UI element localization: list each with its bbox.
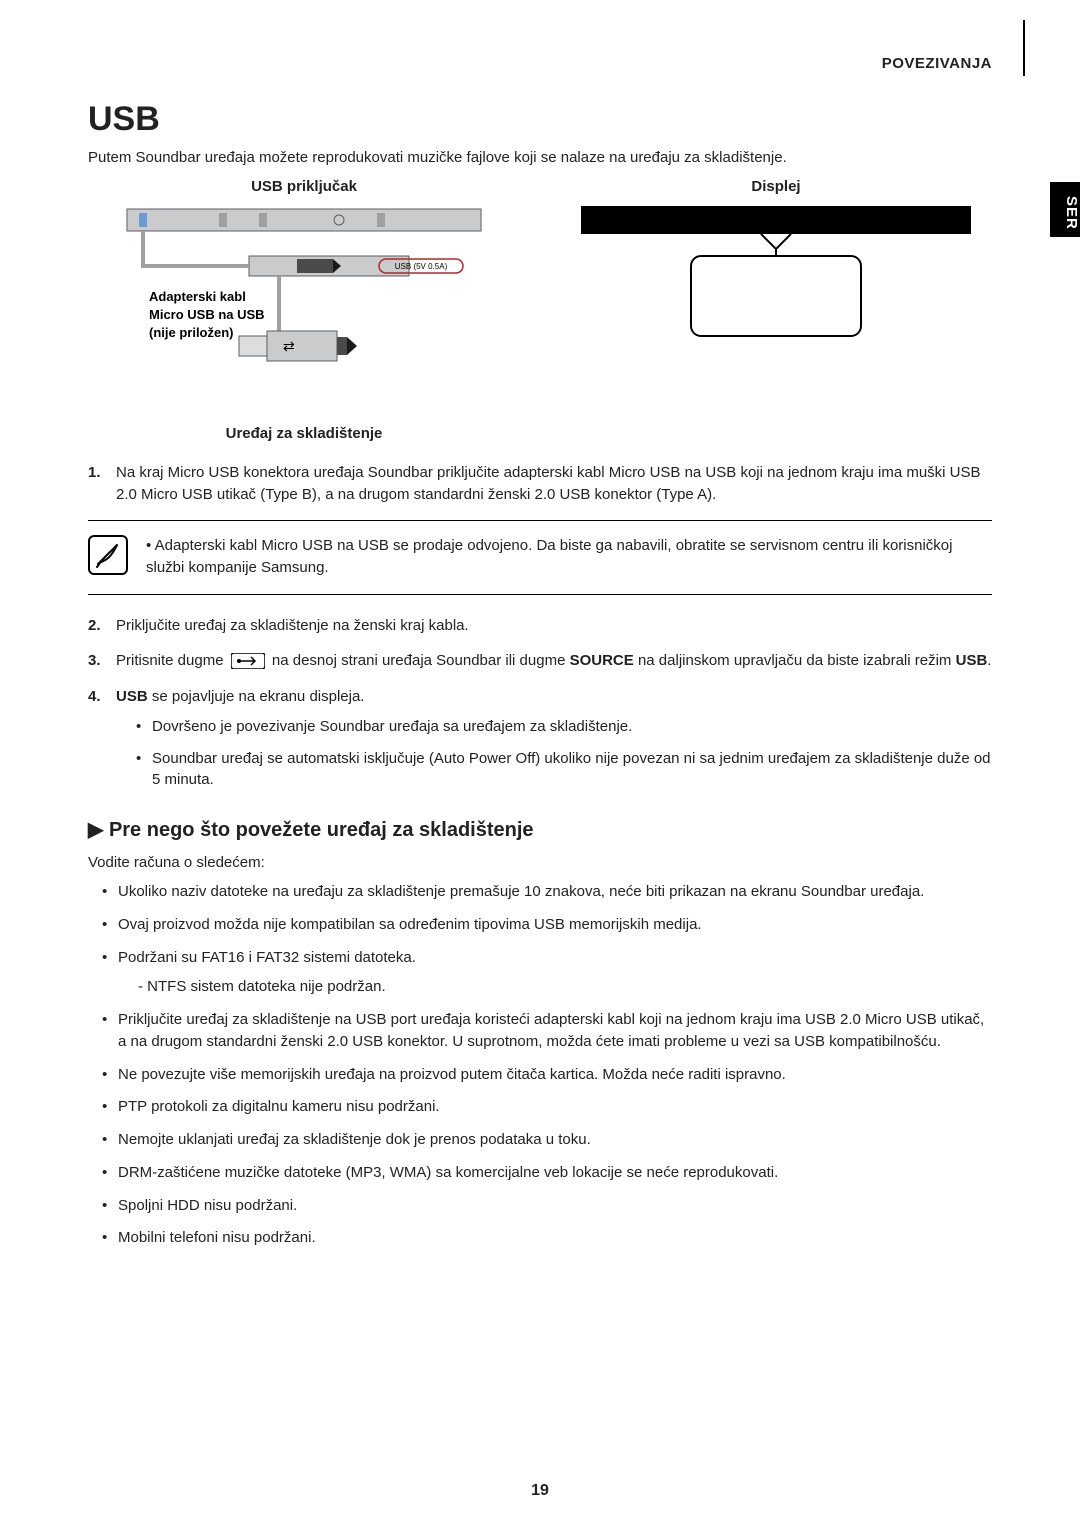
step-3-pre: Pritisnite dugme (116, 652, 228, 669)
language-tab: SER (1050, 182, 1080, 237)
page-title: USB (88, 100, 992, 139)
bullet-3: Podržani su FAT16 i FAT32 sistemi datote… (102, 947, 992, 999)
bullet-7: Nemojte uklanjati uređaj za skladištenje… (102, 1129, 992, 1151)
soundbar-diagram: USB (5V 0.5A) Adapterski kabl Micro USB … (119, 201, 489, 431)
bullet-2: Ovaj proizvod možda nije kompatibilan sa… (102, 914, 992, 936)
bullet-list: Ukoliko naziv datoteke na uređaju za skl… (88, 881, 992, 1249)
step-4-pre: USB (116, 688, 148, 705)
step-3-usb: USB (956, 652, 988, 669)
display-diagram (581, 201, 971, 361)
display-label: Displej (560, 178, 992, 195)
bullet-4: Priključite uređaj za skladištenje na US… (102, 1009, 992, 1053)
page-number: 19 (0, 1482, 1080, 1500)
bullet-10: Mobilni telefoni nisu podržani. (102, 1227, 992, 1249)
source-button-icon (231, 653, 265, 669)
step-3-source: SOURCE (570, 652, 634, 669)
step-4-sublist: Dovršeno je povezivanje Soundbar uređaja… (116, 716, 992, 791)
bullet-3-sublist: NTFS sistem datoteka nije podržan. (118, 976, 992, 998)
step-3: Pritisnite dugme na desnoj strani uređaj… (88, 650, 992, 672)
diagram-row: USB priključak USB (5V 0.5A) (88, 178, 992, 442)
lead-text: Vodite računa o sledećem: (88, 854, 992, 871)
step-3-end: . (987, 652, 991, 669)
step-list: Na kraj Micro USB konektora uređaja Soun… (88, 462, 992, 506)
intro-text: Putem Soundbar uređaja možete reprodukov… (88, 149, 992, 166)
step-4: USB se pojavljuje na ekranu displeja. Do… (88, 686, 992, 791)
svg-text:⇄: ⇄ (283, 338, 295, 354)
subheading: ▶ Pre nego što povežete uređaj za skladi… (88, 817, 992, 842)
adapter-label-3: (nije priložen) (149, 325, 234, 340)
adapter-label-1: Adapterski kabl (149, 289, 246, 304)
bullet-3-sub: NTFS sistem datoteka nije podržan. (138, 976, 992, 998)
diagram-left: USB priključak USB (5V 0.5A) (88, 178, 520, 442)
step-2: Priključite uređaj za skladištenje na že… (88, 615, 992, 637)
bullet-3-text: Podržani su FAT16 i FAT32 sistemi datote… (118, 949, 416, 966)
port-label-text: USB (5V 0.5A) (395, 262, 448, 271)
step-1: Na kraj Micro USB konektora uređaja Soun… (88, 462, 992, 506)
step-4-sub2: Soundbar uređaj se automatski isključuje… (136, 748, 992, 792)
step-3-mid: na desnoj strani uređaja Soundbar ili du… (272, 652, 570, 669)
step-4-sub1: Dovršeno je povezivanje Soundbar uređaja… (136, 716, 992, 738)
usb-port-label: USB priključak (88, 178, 520, 195)
step-3-post: na daljinskom upravljaču da biste izabra… (638, 652, 956, 669)
bullet-9: Spoljni HDD nisu podržani. (102, 1195, 992, 1217)
bullet-1: Ukoliko naziv datoteke na uređaju za skl… (102, 881, 992, 903)
adapter-label-2: Micro USB na USB (149, 307, 265, 322)
note-text: Adapterski kabl Micro USB na USB se prod… (146, 535, 992, 580)
section-header: POVEZIVANJA (882, 55, 992, 72)
header-rule (1023, 20, 1025, 76)
bullet-5: Ne povezujte više memorijskih uređaja na… (102, 1064, 992, 1086)
diagram-right: Displej (560, 178, 992, 442)
bullet-6: PTP protokoli za digitalnu kameru nisu p… (102, 1096, 992, 1118)
step-4-post: se pojavljuje na ekranu displeja. (148, 688, 365, 705)
note-icon (88, 535, 128, 575)
note-block: Adapterski kabl Micro USB na USB se prod… (88, 520, 992, 595)
step-list-cont: Priključite uređaj za skladištenje na že… (88, 615, 992, 792)
manual-page: POVEZIVANJA SER USB Putem Soundbar uređa… (0, 0, 1080, 1300)
bullet-8: DRM-zaštićene muzičke datoteke (MP3, WMA… (102, 1162, 992, 1184)
